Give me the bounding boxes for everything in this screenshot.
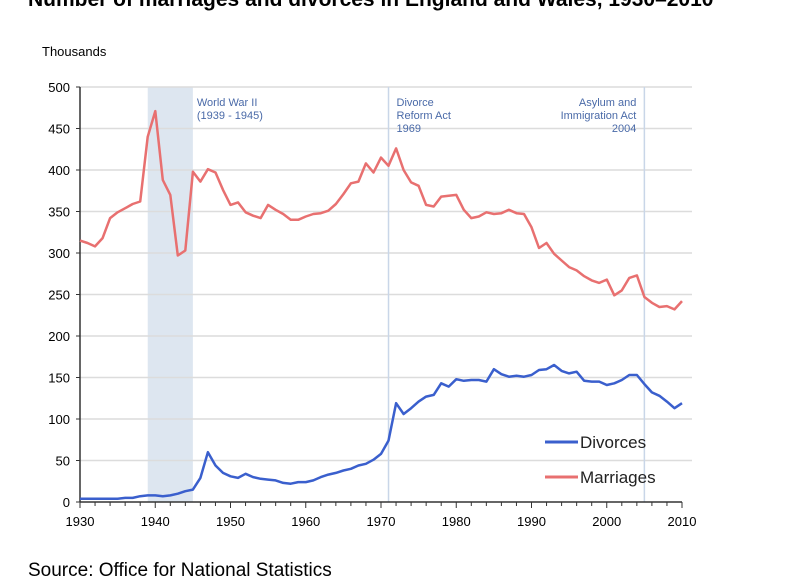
- y-axis-unit-label: Thousands: [42, 44, 107, 59]
- y-tick-label: 50: [56, 454, 70, 469]
- x-tick-label: 1940: [141, 514, 170, 529]
- y-tick-label: 150: [48, 371, 70, 386]
- legend-label-divorces: Divorces: [580, 433, 646, 452]
- y-tick-label: 250: [48, 288, 70, 303]
- x-tick-label: 2010: [668, 514, 697, 529]
- y-tick-label: 400: [48, 163, 70, 178]
- x-tick-label: 1950: [216, 514, 245, 529]
- y-tick-label: 0: [63, 495, 70, 510]
- y-tick-label: 100: [48, 412, 70, 427]
- source-note: Source: Office for National Statistics: [28, 560, 332, 581]
- y-tick-label: 450: [48, 122, 70, 137]
- chart-title: Number of marriages and divorces in Engl…: [28, 0, 713, 12]
- y-tick-label: 200: [48, 329, 70, 344]
- series-line-marriages: [79, 109, 683, 311]
- legend-label-marriages: Marriages: [580, 468, 656, 487]
- series-line-divorces: [80, 363, 683, 500]
- x-tick-label: 2000: [592, 514, 621, 529]
- x-tick-label: 1980: [442, 514, 471, 529]
- annotation-0: Divorce Reform Act 1969: [397, 97, 451, 135]
- annotation-1: Asylum and Immigration Act 2004: [561, 97, 637, 135]
- x-tick-label: 1930: [66, 514, 95, 529]
- y-tick-label: 300: [48, 246, 70, 261]
- annotation-ww2: World War II (1939 - 1945): [197, 97, 263, 122]
- x-tick-label: 1960: [291, 514, 320, 529]
- y-tick-label: 500: [48, 80, 70, 95]
- y-tick-label: 350: [48, 205, 70, 220]
- x-tick-label: 1990: [517, 514, 546, 529]
- x-tick-label: 1970: [367, 514, 396, 529]
